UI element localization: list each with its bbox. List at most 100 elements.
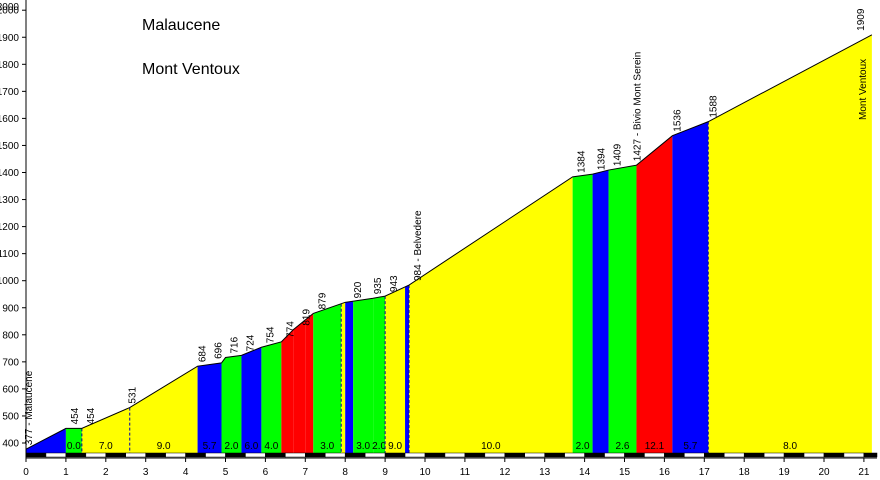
elevation-annotation: 984 - Belvedere [413, 210, 424, 281]
km-bar-block [624, 452, 645, 458]
segment-gradient-label: 3.0 [320, 441, 334, 452]
km-bar-block [45, 452, 67, 458]
y-tick-label: 1800 [0, 60, 19, 71]
segment-gradient-label: 2.6 [616, 441, 630, 452]
segment-gradient-label: 3.0 [356, 441, 370, 452]
profile-segment [345, 301, 354, 453]
km-bar-block [404, 452, 426, 458]
km-bar-block [165, 452, 186, 458]
km-bar-block [65, 452, 87, 458]
profile-segment [672, 121, 709, 454]
profile-outline [25, 34, 873, 450]
elevation-annotation: 920 [353, 281, 364, 298]
segment-gradient-label: 2.0 [372, 441, 386, 452]
km-bar-block [783, 452, 805, 458]
x-tick-label: 21 [858, 467, 870, 478]
elevation-annotation: 1909 [856, 8, 867, 31]
profile-segment [708, 34, 872, 454]
profile-segment [572, 174, 593, 454]
km-bar-block [763, 452, 785, 458]
x-tick-label: 12 [499, 467, 511, 478]
km-bar-block [384, 452, 406, 458]
elevation-annotation: 879 [317, 292, 328, 309]
segment-gradient-label: 9.0 [157, 441, 171, 452]
km-bar-block [644, 452, 665, 458]
profile-segment [313, 303, 342, 453]
km-bar-block [684, 452, 705, 458]
profile-segment [405, 285, 410, 453]
km-bar-block [564, 452, 585, 458]
y-tick-label: 1000 [0, 276, 19, 287]
elevation-annotation: 754 [265, 326, 276, 343]
profile-segment [129, 366, 198, 453]
y-tick-label: 2000 [0, 6, 19, 17]
summit-label: Mont Ventoux [858, 59, 869, 120]
km-bar-block [364, 452, 386, 458]
x-tick-label: 16 [659, 467, 671, 478]
y-tick-label: 1100 [0, 249, 19, 260]
km-bar-block [125, 452, 146, 458]
y-tick-label: 600 [2, 384, 19, 395]
y-tick-label: 900 [2, 303, 19, 314]
km-bar-block [145, 452, 166, 458]
x-tick-label: 4 [183, 467, 189, 478]
segment-gradient-label: 9.0 [388, 441, 402, 452]
segment-gradient-label: 5.7 [203, 441, 217, 452]
elevation-annotation: 696 [214, 342, 225, 359]
km-bar-block [225, 452, 246, 458]
x-tick-label: 18 [739, 467, 751, 478]
elevation-annotation: 819 [301, 309, 312, 326]
segment-gradient-label: 2.0 [576, 441, 590, 452]
profile-segment [197, 362, 222, 453]
km-bar-block [704, 452, 725, 458]
km-bar-block [823, 452, 845, 458]
km-bar-block [205, 452, 226, 458]
km-bar-block [85, 452, 107, 458]
y-tick-label: 500 [2, 411, 19, 422]
segment-gradient-label: 5.7 [683, 441, 697, 452]
elevation-annotation: 1427 - Bivio Mont Serein [632, 52, 643, 162]
x-tick-label: 2 [103, 467, 109, 478]
x-tick-label: 7 [303, 467, 309, 478]
profile-segment [636, 135, 673, 453]
y-tick-label: 1600 [0, 114, 19, 125]
x-tick-label: 10 [419, 467, 431, 478]
profile-segment [373, 296, 386, 453]
profile-segment [261, 341, 282, 453]
profile-segment [221, 355, 242, 453]
profile-segment [305, 313, 314, 453]
elevation-annotation: 724 [245, 334, 256, 351]
km-bar-block [664, 452, 685, 458]
km-bar-block [245, 452, 266, 458]
x-tick-label: 17 [699, 467, 711, 478]
elevation-annotation: 1384 [577, 150, 588, 173]
x-tick-label: 9 [382, 467, 388, 478]
km-bar-block [524, 452, 545, 458]
profile-segment [385, 286, 406, 453]
km-bar-block [544, 452, 565, 458]
x-tick-label: 6 [263, 467, 269, 478]
elevation-annotation: 716 [229, 336, 240, 353]
km-bar-block [344, 452, 366, 458]
y-tick-label: 2000 [0, 2, 19, 13]
y-tick-label: 1200 [0, 222, 19, 233]
profile-segment [26, 428, 66, 453]
profile-segment [341, 302, 346, 453]
profile-segment [81, 407, 130, 453]
segment-gradient-label: 4.0 [264, 441, 278, 452]
x-tick-label: 13 [539, 467, 551, 478]
x-tick-label: 11 [460, 467, 471, 478]
km-bar-block [584, 452, 605, 458]
segment-gradient-label: 8.0 [783, 441, 797, 452]
segment-gradient-label: 12.1 [645, 441, 665, 452]
km-bar-block [424, 452, 446, 458]
x-tick-label: 20 [818, 467, 830, 478]
profile-segment [592, 170, 609, 454]
chart-subtitle: Mont Ventoux [142, 61, 240, 78]
elevation-annotation: 943 [389, 275, 400, 292]
profile-segment [409, 176, 573, 453]
y-tick-label: 1300 [0, 195, 19, 206]
km-bar-block [25, 452, 47, 458]
y-tick-label: 400 [2, 439, 19, 450]
km-bar-block [843, 452, 865, 458]
